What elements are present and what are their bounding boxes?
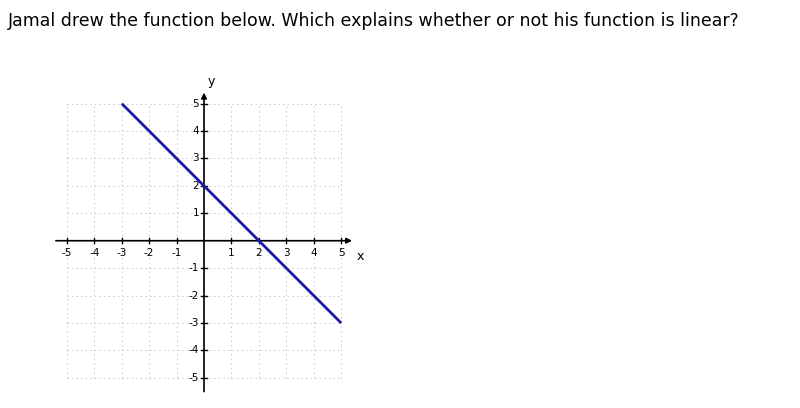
Text: 5: 5 xyxy=(338,248,345,257)
Text: -3: -3 xyxy=(189,318,199,328)
Text: 1: 1 xyxy=(193,208,199,218)
Text: -4: -4 xyxy=(89,248,99,257)
Text: 3: 3 xyxy=(193,153,199,164)
Text: -4: -4 xyxy=(189,346,199,355)
Text: 1: 1 xyxy=(228,248,234,257)
Text: -1: -1 xyxy=(189,263,199,273)
Text: -3: -3 xyxy=(117,248,127,257)
Text: 3: 3 xyxy=(283,248,290,257)
Text: Jamal drew the function below. Which explains whether or not his function is lin: Jamal drew the function below. Which exp… xyxy=(8,12,740,30)
Text: 4: 4 xyxy=(193,126,199,136)
Text: 5: 5 xyxy=(193,99,199,109)
Text: -5: -5 xyxy=(62,248,72,257)
Text: 4: 4 xyxy=(310,248,317,257)
Text: x: x xyxy=(356,251,364,263)
Text: -2: -2 xyxy=(189,290,199,301)
Text: -2: -2 xyxy=(144,248,154,257)
Text: y: y xyxy=(208,75,215,89)
Text: 2: 2 xyxy=(255,248,262,257)
Text: -1: -1 xyxy=(171,248,182,257)
Text: 2: 2 xyxy=(193,181,199,191)
Text: -5: -5 xyxy=(189,373,199,383)
